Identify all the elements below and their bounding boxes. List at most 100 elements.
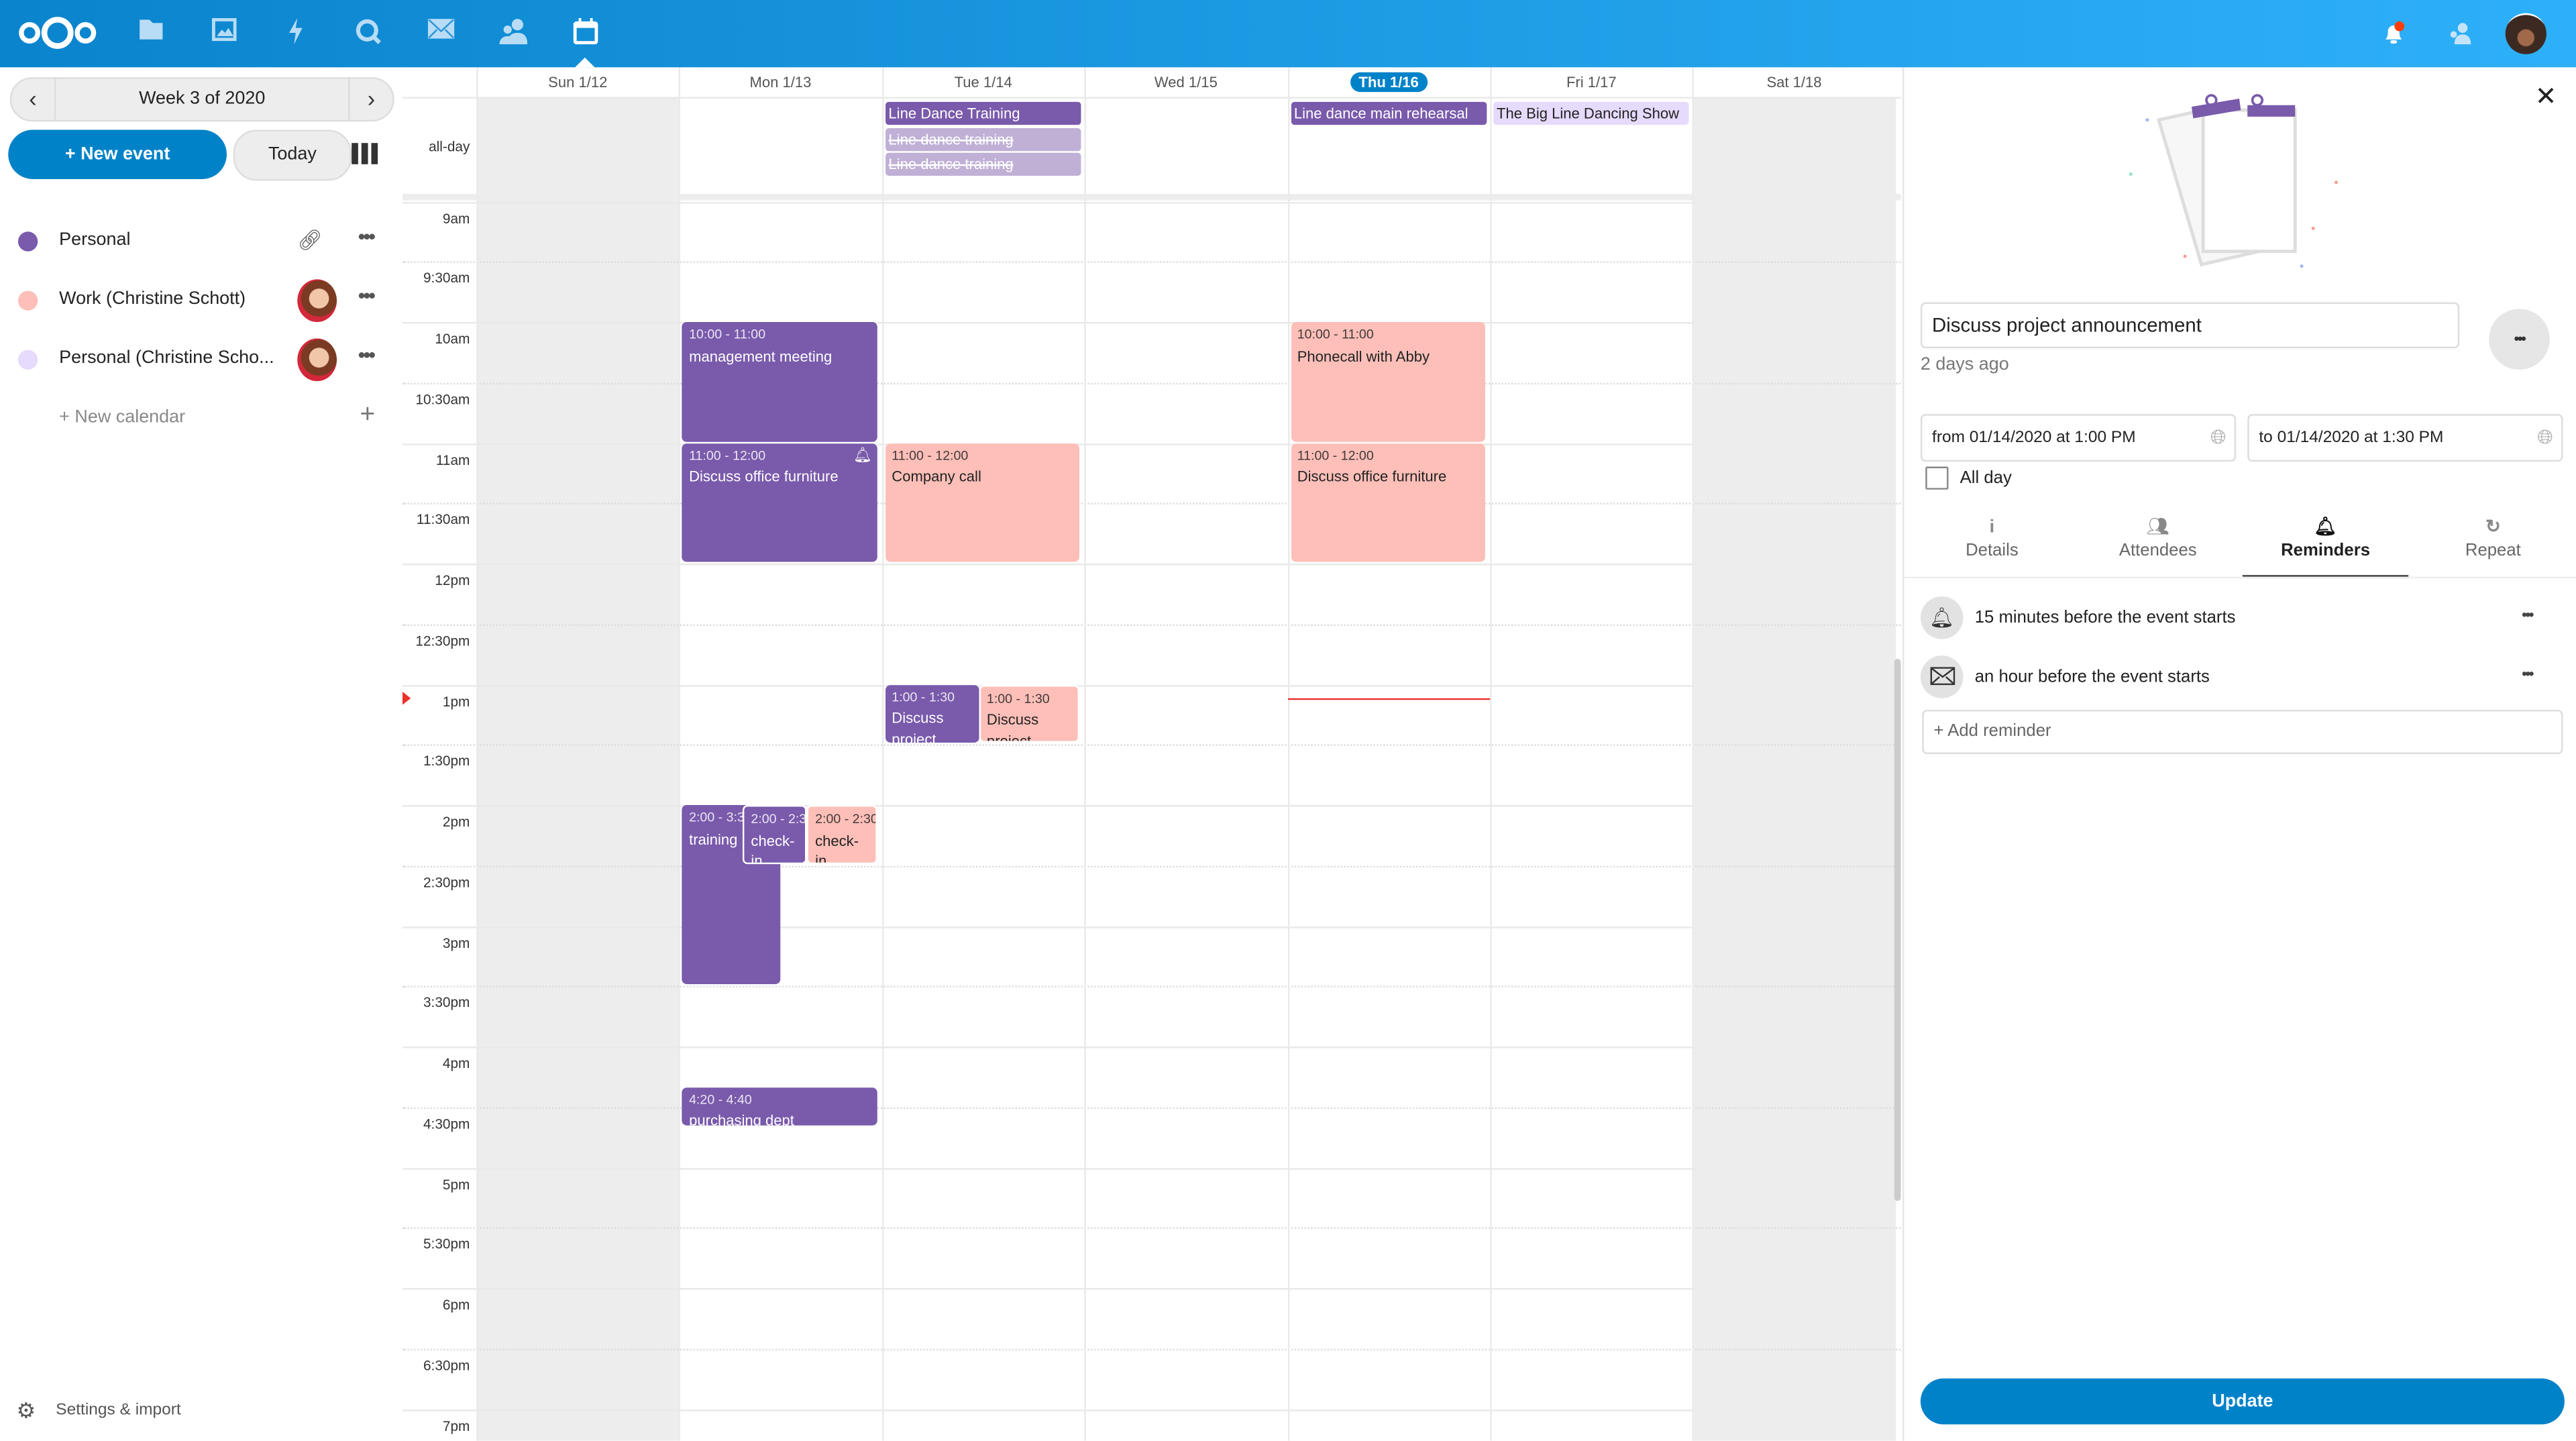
calendar-event[interactable]: 4:20 - 4:40 purchasing dept	[682, 1087, 877, 1126]
event-more-button[interactable]: •••	[2489, 309, 2550, 370]
search-icon[interactable]	[354, 18, 383, 48]
calendar-color-dot[interactable]	[17, 290, 38, 311]
day-header[interactable]: Sat 1/18	[1693, 67, 1895, 97]
reminder-label: 15 minutes before the event starts	[1974, 608, 2236, 628]
calendar-more-button[interactable]: •••	[358, 284, 376, 307]
update-button[interactable]: Update	[1920, 1378, 2565, 1425]
time-label: 11am	[435, 451, 470, 468]
time-label: 2pm	[442, 813, 470, 830]
all-day-event[interactable]: Line Dance Training	[885, 101, 1081, 125]
calendar-more-button[interactable]: •••	[358, 225, 376, 248]
today-button[interactable]: Today	[233, 129, 352, 181]
calendar-event[interactable]: 11:00 - 12:00 Discuss office furniture	[1290, 443, 1485, 562]
timezone-globe-icon[interactable]: 🌐︎	[2537, 425, 2553, 449]
calendar-item-personal-shared[interactable]: Personal (Christine Scho... •••	[0, 335, 402, 384]
day-column-divider	[476, 67, 478, 1441]
calendar-scrollbar[interactable]	[1894, 659, 1901, 1202]
add-reminder-input[interactable]: + Add reminder	[1922, 709, 2563, 755]
all-day-checkbox[interactable]	[1925, 466, 1949, 490]
all-day-event[interactable]: Line dance main rehearsal	[1290, 101, 1487, 125]
day-column-divider	[1084, 67, 1087, 1441]
start-datetime-value: from 01/14/2020 at 1:00 PM	[1932, 429, 2136, 447]
photos-icon[interactable]	[209, 17, 238, 48]
time-label: 6:30pm	[423, 1356, 470, 1373]
hour-line	[402, 1167, 1693, 1169]
mail-icon	[1920, 655, 1964, 698]
day-header[interactable]: Tue 1/14	[882, 67, 1085, 97]
tab-reminders[interactable]: 🔔︎ Reminders	[2242, 515, 2409, 579]
time-label: 12:30pm	[415, 632, 470, 649]
reminder-more-button[interactable]: •••	[2522, 606, 2534, 623]
calendar-event[interactable]: 10:00 - 11:00 Phonecall with Abby	[1290, 322, 1485, 441]
calendar-event[interactable]: 2:00 - 2:30 check-in	[743, 805, 807, 864]
calendar-item-personal[interactable]: Personal 🔗︎ •••	[0, 217, 402, 266]
calendar-event[interactable]: 2:00 - 2:30 check-in	[806, 805, 877, 864]
start-datetime-input[interactable]: from 01/14/2020 at 1:00 PM 🌐︎	[1920, 414, 2237, 462]
bell-icon: 🔔︎	[2314, 517, 2337, 537]
mail-icon[interactable]	[425, 18, 455, 48]
user-avatar[interactable]	[2505, 13, 2546, 54]
day-column-divider	[881, 67, 884, 1441]
files-icon[interactable]	[136, 18, 166, 48]
settings-button[interactable]: ⚙ Settings & import	[16, 1398, 345, 1424]
calendar-event[interactable]: 11:00 - 12:00 Discuss office furniture 🔔︎	[682, 443, 877, 562]
new-event-button[interactable]: + New event	[8, 129, 227, 179]
notifications-icon[interactable]	[2382, 21, 2405, 44]
half-hour-line	[402, 503, 1901, 505]
day-header[interactable]: Mon 1/13	[679, 67, 881, 97]
top-bar	[0, 0, 2576, 68]
plus-icon[interactable]: +	[360, 401, 376, 429]
event-title: check-in	[751, 832, 795, 864]
day-header[interactable]: Thu 1/16	[1287, 67, 1490, 97]
calendar-event[interactable]: 10:00 - 11:00 management meeting	[682, 322, 877, 441]
calendar-item-work[interactable]: Work (Christine Schott) •••	[0, 276, 402, 325]
activity-icon[interactable]	[281, 17, 311, 48]
calendar-label: Personal	[59, 229, 131, 250]
calendar-icon[interactable]	[570, 17, 600, 48]
all-day-event[interactable]: The Big Line Dancing Show	[1493, 101, 1690, 125]
share-link-icon[interactable]: 🔗︎	[297, 228, 323, 252]
week-label[interactable]: Week 3 of 2020	[139, 89, 266, 109]
all-day-label: all-day	[429, 138, 470, 155]
next-week-button[interactable]: ›	[348, 78, 392, 120]
day-header[interactable]: Sun 1/12	[476, 67, 679, 97]
tab-attendees[interactable]: 👥︎ Attendees	[2075, 515, 2241, 576]
calendar-event[interactable]: 1:00 - 1:30 Discuss project announcement	[885, 684, 979, 743]
all-day-event[interactable]: Line dance training	[885, 127, 1081, 151]
calendar-color-dot[interactable]	[17, 231, 38, 252]
calendar-event[interactable]: 1:00 - 1:30 Discuss project	[978, 684, 1080, 743]
reminder-item[interactable]: an hour before the event starts •••	[1920, 655, 2561, 702]
timezone-globe-icon[interactable]: 🌐︎	[2210, 425, 2226, 449]
event-title-input[interactable]: Discuss project announcement	[1920, 302, 2460, 349]
end-datetime-value: to 01/14/2020 at 1:30 PM	[2259, 429, 2444, 447]
reminder-item[interactable]: 🔔︎ 15 minutes before the event starts ••…	[1920, 596, 2561, 643]
all-day-event[interactable]: Line dance training	[885, 153, 1081, 176]
owner-avatar	[297, 338, 337, 382]
event-title: Discuss project	[986, 711, 1039, 743]
reminder-more-button[interactable]: •••	[2522, 665, 2534, 682]
reminder-bell-icon: 🔔︎	[853, 445, 872, 463]
previous-week-button[interactable]: ‹	[11, 78, 56, 120]
day-header[interactable]: Fri 1/17	[1490, 67, 1693, 97]
tab-repeat[interactable]: ↻ Repeat	[2410, 515, 2576, 576]
tab-details[interactable]: i Details	[1909, 515, 2075, 576]
calendar-color-dot[interactable]	[17, 350, 38, 370]
contacts-icon[interactable]	[498, 18, 527, 48]
time-label: 4pm	[442, 1055, 470, 1071]
close-icon[interactable]: ✕	[2534, 83, 2557, 112]
end-datetime-input[interactable]: to 01/14/2020 at 1:30 PM 🌐︎	[2247, 414, 2563, 462]
reminder-label: an hour before the event starts	[1974, 667, 2210, 687]
event-title: Discuss office furniture	[689, 468, 839, 485]
calendar-more-button[interactable]: •••	[358, 343, 376, 367]
event-title: Phonecall with Abby	[1297, 347, 1430, 364]
view-switcher-icon[interactable]	[352, 143, 378, 164]
gear-icon: ⚙	[16, 1398, 36, 1423]
time-label: 4:30pm	[423, 1115, 470, 1132]
new-calendar-button[interactable]: + New calendar +	[0, 394, 402, 443]
tab-label: Details	[1966, 540, 2019, 561]
nextcloud-logo[interactable]	[16, 15, 98, 51]
calendar-event[interactable]: 11:00 - 12:00 Company call	[885, 443, 1080, 562]
contacts-menu-icon[interactable]	[2448, 21, 2471, 45]
day-header[interactable]: Wed 1/15	[1085, 67, 1287, 97]
event-time: 4:20 - 4:40	[689, 1091, 752, 1107]
